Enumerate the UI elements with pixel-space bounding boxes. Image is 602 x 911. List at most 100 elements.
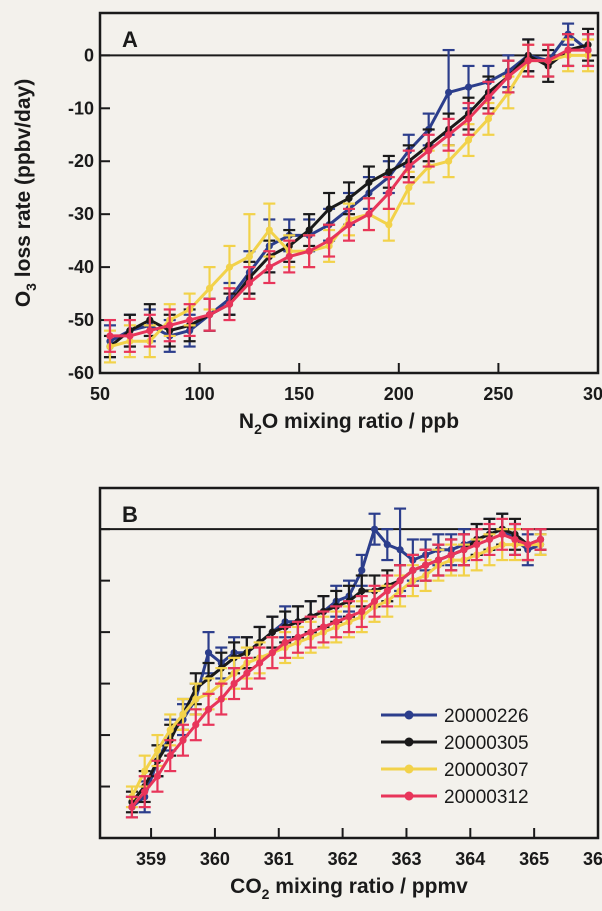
data-point bbox=[204, 649, 213, 657]
series-line bbox=[130, 543, 542, 799]
data-point bbox=[370, 597, 379, 605]
data-point bbox=[245, 252, 253, 261]
panel-a: A0-10-20-30-40-50-6050100150200250300N2O… bbox=[12, 11, 602, 437]
data-point bbox=[447, 551, 455, 559]
data-point bbox=[524, 541, 532, 549]
x-axis-label-subscript: 2 bbox=[254, 421, 262, 437]
data-point bbox=[383, 587, 391, 595]
data-point bbox=[473, 541, 481, 549]
data-point bbox=[332, 618, 340, 626]
legend-label: 20000312 bbox=[444, 787, 529, 808]
data-point bbox=[484, 94, 493, 102]
data-point bbox=[281, 638, 289, 647]
data-point bbox=[205, 311, 214, 319]
data-point bbox=[256, 659, 264, 667]
series-4 bbox=[125, 517, 547, 819]
x-tick-label: 364 bbox=[455, 849, 485, 869]
x-tick-label: 361 bbox=[264, 849, 294, 869]
data-point bbox=[186, 316, 194, 324]
data-point bbox=[584, 46, 592, 54]
data-point bbox=[217, 695, 225, 703]
data-point bbox=[405, 162, 413, 171]
x-tick-label: 366 bbox=[583, 849, 602, 869]
data-point bbox=[564, 46, 572, 54]
legend-swatch-marker bbox=[404, 764, 414, 774]
data-point bbox=[425, 147, 433, 155]
data-point bbox=[365, 210, 373, 218]
legend-label: 20000305 bbox=[444, 733, 529, 754]
data-point bbox=[141, 788, 149, 796]
x-axis-label-part: mixing ratio / ppmv bbox=[269, 875, 468, 898]
data-point bbox=[305, 226, 313, 234]
legend-swatch-marker bbox=[404, 791, 414, 801]
data-point bbox=[445, 88, 453, 97]
data-point bbox=[166, 752, 174, 760]
x-axis-label-part: N bbox=[239, 410, 254, 433]
data-point bbox=[385, 221, 393, 229]
x-axis-label-part: O mixing ratio / ppb bbox=[262, 410, 459, 433]
legend-swatch-marker bbox=[404, 710, 414, 720]
data-point bbox=[146, 327, 154, 335]
data-point bbox=[192, 721, 200, 729]
series-4 bbox=[103, 33, 595, 353]
y-tick-label: -50 bbox=[68, 310, 94, 330]
data-point bbox=[544, 57, 552, 65]
data-point bbox=[225, 263, 234, 271]
y-tick-label: -40 bbox=[68, 257, 94, 277]
data-point bbox=[445, 157, 453, 165]
x-axis-label-part: CO bbox=[230, 875, 262, 898]
legend-label: 20000307 bbox=[444, 760, 529, 781]
data-point bbox=[307, 628, 315, 636]
plot-frame bbox=[98, 486, 600, 840]
data-point bbox=[536, 535, 545, 544]
data-point bbox=[106, 332, 114, 340]
data-point bbox=[204, 705, 213, 713]
data-point bbox=[445, 131, 453, 139]
data-point bbox=[460, 546, 468, 554]
data-point bbox=[434, 556, 442, 564]
y-tick-label: -10 bbox=[68, 98, 94, 118]
data-point bbox=[396, 577, 404, 585]
data-point bbox=[484, 115, 493, 123]
data-point bbox=[294, 633, 302, 641]
data-point bbox=[230, 679, 238, 688]
legend-label: 20000226 bbox=[444, 706, 529, 727]
data-point bbox=[243, 669, 251, 677]
y-axis-label-part: loss rate (ppbv/day) bbox=[12, 79, 35, 283]
x-tick-label: 362 bbox=[328, 849, 358, 869]
data-point bbox=[511, 535, 519, 544]
panel-label: A bbox=[122, 27, 138, 52]
data-point bbox=[319, 623, 328, 631]
data-point bbox=[385, 189, 393, 197]
data-point bbox=[409, 566, 417, 574]
data-point bbox=[245, 279, 253, 287]
data-point bbox=[345, 613, 353, 621]
data-point bbox=[179, 736, 187, 744]
data-point bbox=[464, 136, 473, 144]
legend: 20000226 20000305 20000307 20000312 bbox=[381, 706, 529, 808]
data-point bbox=[325, 205, 333, 213]
panel-b: B 359 360 361 362 363 364 365 366 CO2 mixing rati… bbox=[98, 486, 602, 902]
panel-label: B bbox=[122, 502, 138, 527]
y-axis-label: O3 loss rate (ppbv/day) bbox=[12, 79, 39, 307]
y-tick-label: -20 bbox=[68, 151, 94, 171]
data-point bbox=[396, 546, 404, 554]
data-point bbox=[464, 83, 473, 91]
data-point bbox=[358, 566, 366, 574]
data-point bbox=[205, 284, 214, 292]
data-point bbox=[265, 226, 273, 234]
y-axis-label-subscript: 3 bbox=[23, 283, 39, 291]
data-point bbox=[166, 726, 174, 734]
data-point bbox=[358, 587, 366, 595]
x-tick-label: 200 bbox=[384, 384, 414, 404]
data-point bbox=[268, 649, 276, 657]
plot-frame bbox=[98, 11, 600, 375]
data-point bbox=[498, 530, 506, 538]
data-point bbox=[179, 710, 187, 719]
x-axis-label: CO2 mixing ratio / ppmv bbox=[230, 875, 468, 902]
x-tick-label: 300 bbox=[583, 384, 602, 404]
x-axis-label: N2O mixing ratio / ppb bbox=[239, 410, 459, 437]
x-axis-label-subscript: 2 bbox=[262, 886, 270, 902]
data-point bbox=[166, 321, 174, 329]
